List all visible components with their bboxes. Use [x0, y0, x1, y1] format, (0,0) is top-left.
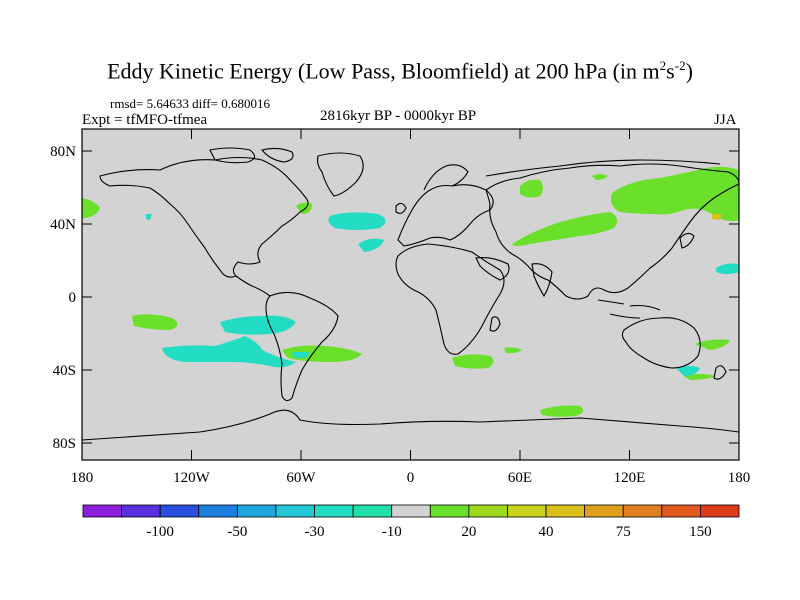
lat-label-0: 0 [69, 290, 77, 306]
colorbar-swatch [429, 504, 470, 518]
anomaly-n-atlantic2-negative [358, 238, 384, 252]
season-label: JJA [714, 112, 737, 128]
chart-title: Eddy Kinetic Energy (Low Pass, Bloomfiel… [107, 58, 693, 84]
anomaly-arctic-positive [592, 174, 608, 180]
coast-africa [395, 243, 505, 355]
colorbar-swatch [584, 504, 624, 518]
coast-japan [679, 232, 695, 249]
colorbar-swatch [352, 504, 393, 518]
coast-north-america [99, 156, 309, 278]
anomaly-australia-south-negative [676, 366, 700, 376]
colorbar-label: -100 [146, 524, 174, 540]
lat-label-80n: 80N [50, 144, 76, 160]
experiment-label: Expt = tfMFO-tfmea [82, 112, 208, 128]
coast-europe [397, 184, 494, 247]
map-background [82, 129, 739, 460]
lon-label-120w: 120W [173, 470, 211, 486]
coast-greenland [316, 152, 364, 197]
anomaly-se-atlantic-negative [292, 352, 310, 358]
rmsd-label: rmsd= 5.64633 diff= 0.680016 [110, 96, 270, 111]
coast-antarctica [81, 409, 740, 441]
colorbar-label: 20 [461, 524, 476, 540]
colorbar-swatch [314, 504, 354, 518]
anomaly-n-atlantic-negative [328, 212, 386, 230]
colorbar-swatch [82, 504, 122, 518]
colorbar-label: -10 [382, 524, 402, 540]
anomaly-nh-pacific-positive [611, 166, 739, 222]
coast-siberia-arctic [485, 159, 721, 177]
anomaly-tasman-positive [694, 339, 730, 350]
colorbar-swatch [545, 504, 586, 518]
colorbar [82, 504, 740, 518]
anomaly-west-positive [82, 198, 100, 218]
coast-australia [621, 317, 701, 369]
anomaly-layer [82, 166, 739, 417]
anomaly-s-pacific-negative [162, 336, 296, 368]
anomaly-nw-pacific-orange [712, 214, 722, 220]
coast-arctic-islands [209, 147, 294, 164]
colorbar-labels: -100 -50 -30 -10 20 40 75 150 [146, 524, 711, 540]
lat-label-80s: 80S [53, 436, 76, 452]
coast-british-isles [395, 202, 407, 214]
coast-south-america [265, 291, 339, 402]
coast-indonesia [597, 299, 661, 319]
anomaly-sw-pacific-negative [220, 315, 296, 335]
anomaly-nz-east-negative [716, 263, 739, 274]
colorbar-label: -30 [305, 524, 325, 540]
anomaly-nz-positive [684, 374, 716, 380]
colorbar-label: 150 [689, 524, 712, 540]
lon-label-60w: 60W [286, 470, 316, 486]
lat-label-40s: 40S [53, 363, 76, 379]
anomaly-pacific-small-negative [146, 214, 152, 220]
colorbar-label: 75 [616, 524, 631, 540]
lon-label-0: 0 [407, 470, 415, 486]
lon-axis [81, 129, 740, 460]
anomaly-s-indian-positive [452, 354, 494, 369]
lat-axis [82, 150, 739, 444]
colorbar-label: -50 [227, 524, 247, 540]
lon-label-180w: 180 [71, 470, 94, 486]
colorbar-swatch [121, 504, 161, 518]
colorbar-label: 40 [539, 524, 554, 540]
lon-label-180e: 180 [728, 470, 751, 486]
lon-label-120e: 120E [614, 470, 646, 486]
coast-central-america [235, 275, 271, 297]
colorbar-swatch [700, 504, 740, 518]
colorbar-swatch [275, 504, 315, 518]
colorbar-swatch [236, 504, 277, 518]
anomaly-southern-ocean-positive [540, 405, 584, 417]
colorbar-swatch [661, 504, 701, 518]
coast-new-zealand [713, 365, 727, 380]
period-label: 2816kyr BP - 0000kyr BP [320, 108, 477, 124]
coast-asia [485, 163, 740, 300]
coastlines [81, 147, 740, 441]
colorbar-swatch [198, 504, 238, 518]
colorbar-swatch [391, 504, 431, 518]
colorbar-swatch [159, 504, 200, 518]
coast-madagascar [489, 316, 501, 332]
anomaly-asia-positive [512, 212, 618, 246]
lon-label-60e: 60E [508, 470, 532, 486]
coast-scandinavia [423, 164, 469, 191]
coast-arabia [475, 257, 510, 281]
coast-india [531, 263, 553, 298]
colorbar-swatch [468, 504, 508, 518]
lat-label-40n: 40N [50, 217, 76, 233]
anomaly-madagascar-positive [504, 347, 522, 354]
anomaly-se-pacific-positive [132, 314, 178, 330]
colorbar-swatch [622, 504, 663, 518]
colorbar-swatch [507, 504, 547, 518]
anomaly-scandinavia-positive [520, 179, 543, 198]
